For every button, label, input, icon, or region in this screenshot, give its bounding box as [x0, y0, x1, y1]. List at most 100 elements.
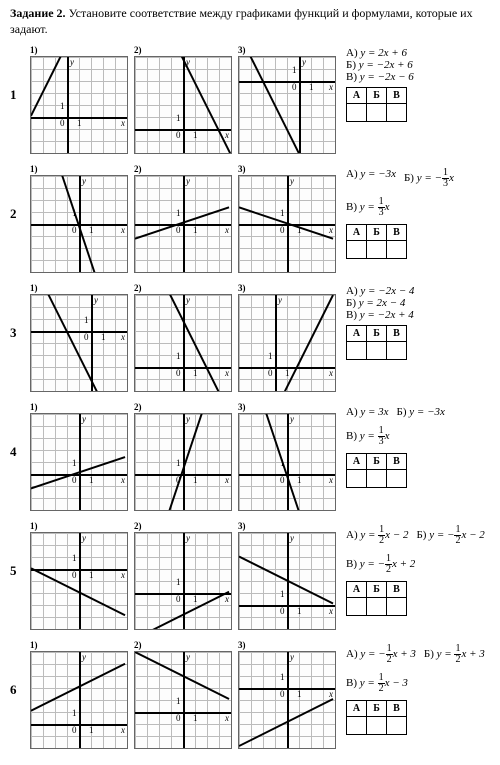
- formula: В) y = 13x: [346, 426, 389, 447]
- graph-plot: yx011: [238, 175, 336, 273]
- graph-label: 2): [134, 521, 232, 531]
- formula-column: А) y = −12x + 3Б) y = 12x + 3В) y = 12x …: [342, 640, 490, 735]
- answer-input-cell[interactable]: [367, 717, 387, 735]
- graph-plot: yx011: [30, 413, 128, 511]
- row-number: 4: [10, 402, 24, 460]
- answer-input-cell[interactable]: [347, 598, 367, 616]
- answer-input-cell[interactable]: [387, 470, 407, 488]
- answer-header-cell: В: [387, 454, 407, 470]
- graph-label: 2): [134, 283, 232, 293]
- graph-label: 3): [238, 283, 336, 293]
- graph-plot: yx011: [238, 413, 336, 511]
- answer-input-cell[interactable]: [387, 241, 407, 259]
- graph-label: 1): [30, 521, 128, 531]
- row-number: 2: [10, 164, 24, 222]
- answer-header-cell: Б: [367, 582, 387, 598]
- answer-input-cell[interactable]: [347, 470, 367, 488]
- problem-row: 21)yx0112)yx0113)yx011А) y = −3xБ) y = −…: [10, 164, 490, 273]
- graph-plot: yx011: [30, 651, 128, 749]
- answer-input-cell[interactable]: [387, 104, 407, 122]
- answer-table: АБВ: [346, 453, 407, 488]
- graph-plot: yx011: [134, 413, 232, 511]
- answer-input-cell[interactable]: [387, 342, 407, 360]
- graph-cell: 1)yx011: [30, 45, 128, 154]
- graph-plot: yx011: [238, 56, 336, 154]
- graph-label: 2): [134, 402, 232, 412]
- graph-label: 1): [30, 164, 128, 174]
- answer-table: АБВ: [346, 325, 407, 360]
- graphs-group: 1)yx0112)yx0113)yx011: [30, 283, 336, 392]
- graph-plot: yx011: [238, 532, 336, 630]
- answer-input-cell[interactable]: [347, 104, 367, 122]
- problem-row: 11)yx0112)yx0113)yx011А) y = 2x + 6Б) y …: [10, 45, 490, 154]
- answer-header-cell: А: [347, 701, 367, 717]
- graph-plot: yx011: [238, 651, 336, 749]
- graph-label: 3): [238, 402, 336, 412]
- answer-header-cell: А: [347, 225, 367, 241]
- graphs-group: 1)yx011 2) yx0113)yx011: [30, 521, 336, 630]
- graphs-group: 1)yx0112)yx0113)yx011: [30, 640, 336, 749]
- formula: В) y = −12x + 2: [346, 554, 415, 575]
- graph-plot: yx011: [30, 175, 128, 273]
- problem-row: 51)yx0112)yx0113)yx011А) y = 12x − 2Б) y…: [10, 521, 490, 630]
- answer-input-cell[interactable]: [367, 598, 387, 616]
- answer-header-cell: В: [387, 225, 407, 241]
- graph-cell: 2)yx011: [134, 640, 232, 749]
- answer-input-cell[interactable]: [387, 598, 407, 616]
- formula-column: А) y = 2x + 6Б) y = −2x + 6В) y = −2x − …: [342, 45, 490, 122]
- answer-header-cell: В: [387, 701, 407, 717]
- answer-header-cell: В: [387, 582, 407, 598]
- answer-header-cell: В: [387, 88, 407, 104]
- formula-column: А) y = −2x − 4Б) y = 2x − 4В) y = −2x + …: [342, 283, 490, 360]
- graph-label: 3): [238, 45, 336, 55]
- graph-label: 1): [30, 640, 128, 650]
- formula: Б) y = 12x + 3: [424, 644, 485, 665]
- answer-input-cell[interactable]: [347, 342, 367, 360]
- formula-column: А) y = −3xБ) y = −13xВ) y = 13xАБВ: [342, 164, 490, 259]
- formula-column: А) y = 3x Б) y = −3x В) y = 13x АБВ: [342, 402, 490, 488]
- answer-header-cell: В: [387, 326, 407, 342]
- formula: А) y = 3x: [346, 406, 389, 418]
- graphs-group: 1)yx0112)yx0113)yx011: [30, 402, 336, 511]
- formula: В) y = 12x − 3: [346, 673, 408, 694]
- answer-table: АБВ: [346, 700, 407, 735]
- graph-cell: 3)yx011: [238, 402, 336, 511]
- task-header: Задание 2. Установите соответствие между…: [10, 6, 490, 37]
- answer-input-cell[interactable]: [347, 717, 367, 735]
- answer-input-cell[interactable]: [367, 470, 387, 488]
- answer-input-cell[interactable]: [387, 717, 407, 735]
- graph-cell: 2)yx011: [134, 402, 232, 511]
- graph-cell: 1)yx011: [30, 521, 128, 630]
- answer-header-cell: Б: [367, 701, 387, 717]
- graph-label: 3): [238, 640, 336, 650]
- graph-cell: 3)yx011: [238, 164, 336, 273]
- answer-input-cell[interactable]: [367, 104, 387, 122]
- answer-input-cell[interactable]: [367, 342, 387, 360]
- answer-header-cell: Б: [367, 88, 387, 104]
- answer-header-cell: Б: [367, 225, 387, 241]
- problem-row: 31)yx0112)yx0113)yx011А) y = −2x − 4Б) y…: [10, 283, 490, 392]
- graph-plot: yx011: [238, 294, 336, 392]
- graph-label: 3): [238, 521, 336, 531]
- graph-plot: yx011: [134, 651, 232, 749]
- answer-input-cell[interactable]: [367, 241, 387, 259]
- graph-cell: 3)yx011: [238, 45, 336, 154]
- formula: А) y = −3x: [346, 168, 396, 189]
- graphs-group: 1)yx0112)yx0113)yx011: [30, 164, 336, 273]
- formula: В) y = −2x + 4: [346, 309, 414, 321]
- graph-label: 3): [238, 164, 336, 174]
- graph-plot: yx011: [134, 294, 232, 392]
- formula: В) y = 13x: [346, 197, 389, 218]
- formula: Б) y = −2x + 6: [346, 59, 413, 71]
- answer-input-cell[interactable]: [347, 241, 367, 259]
- graph-label: 2): [134, 640, 232, 650]
- graph-cell: 2)yx011: [134, 283, 232, 392]
- formula: Б) y = −12x − 2: [416, 525, 484, 546]
- formula: В) y = −2x − 6: [346, 71, 414, 83]
- problem-row: 41)yx0112)yx0113)yx011А) y = 3xБ) y = −3…: [10, 402, 490, 511]
- graph-cell: 3)yx011: [238, 640, 336, 749]
- formula: Б) y = −3x: [397, 406, 445, 418]
- graph-cell: 3)yx011: [238, 521, 336, 630]
- row-number: 1: [10, 45, 24, 103]
- formula: Б) y = 2x − 4: [346, 297, 405, 309]
